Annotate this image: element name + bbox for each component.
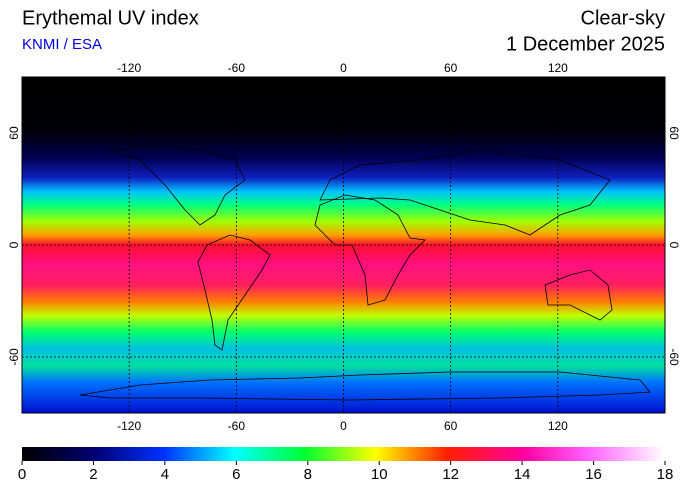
colorbar-label: 14 xyxy=(514,466,531,483)
colorbar-label: 0 xyxy=(18,466,26,483)
date: 1 December 2025 xyxy=(506,33,665,55)
lat-label-left: 60 xyxy=(7,126,21,140)
colorbar-label: 18 xyxy=(657,466,674,483)
colorbar-label: 2 xyxy=(89,466,97,483)
condition: Clear-sky xyxy=(581,7,665,29)
lat-label-right: 60 xyxy=(667,126,681,140)
colorbar-label: 10 xyxy=(371,466,388,483)
lon-label-top: 60 xyxy=(444,61,458,75)
lat-label-left: -60 xyxy=(7,348,21,366)
lon-label-bottom: -60 xyxy=(228,419,246,433)
lat-label-left: 0 xyxy=(7,241,21,248)
source: KNMI / ESA xyxy=(22,36,102,53)
colorbar-label: 12 xyxy=(442,466,459,483)
lon-label-top: 0 xyxy=(340,61,347,75)
lon-label-bottom: 0 xyxy=(340,419,347,433)
lon-label-bottom: 60 xyxy=(444,419,458,433)
title: Erythemal UV index xyxy=(22,7,199,29)
colorbar-label: 8 xyxy=(304,466,312,483)
colorbar-label: 16 xyxy=(585,466,602,483)
lon-label-bottom: -120 xyxy=(117,419,141,433)
lon-label-bottom: 120 xyxy=(548,419,568,433)
lat-label-right: -60 xyxy=(667,348,681,366)
colorbar xyxy=(22,447,665,461)
coastlines xyxy=(79,144,651,401)
lon-label-top: 120 xyxy=(548,61,568,75)
lat-label-right: 0 xyxy=(667,242,681,249)
colorbar-label: 4 xyxy=(161,466,169,483)
lon-label-top: -60 xyxy=(228,61,246,75)
lon-label-top: -120 xyxy=(117,61,141,75)
colorbar-label: 6 xyxy=(232,466,240,483)
